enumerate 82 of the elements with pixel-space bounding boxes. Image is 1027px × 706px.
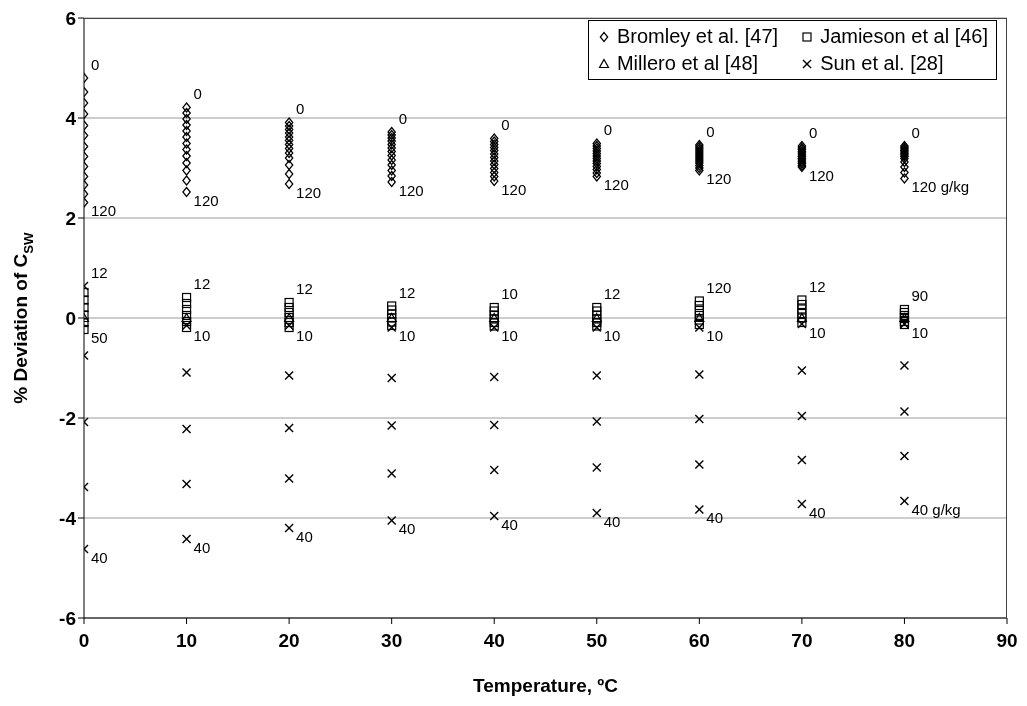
x-tick-label: 40 [483,630,505,652]
annotation: 120 [603,176,629,194]
y-tick-label: 4 [65,107,77,129]
annotation: 12 [91,263,108,281]
annotation: 40 [603,512,621,530]
point [284,302,294,313]
point [694,300,704,311]
annotation: 120 [706,170,732,188]
point [592,317,602,328]
point [694,305,704,316]
annotation: 12 [398,283,416,301]
annotation: 120 [706,278,732,296]
annotation: 90 [911,287,929,305]
point [797,304,807,314]
annotation: 12 [603,285,621,303]
point [797,299,807,310]
annotation: 40 g/kg [911,500,961,518]
point [284,297,294,308]
annotation: 120 [296,183,322,201]
annotation: 0 [603,121,613,139]
annotation: 10 [706,327,724,345]
x-axis-title: Temperature, ºC [473,675,619,696]
legend-label: Sun et al. [28] [820,52,944,75]
annotation: 40 [193,538,211,556]
annotation: 120 [193,191,219,209]
y-tick-label: 6 [65,7,76,29]
annotation: 10 [193,327,211,345]
annotation: 40 [296,527,313,545]
annotation: 120 [398,181,424,199]
x-tick-label: 70 [791,630,813,652]
annotation: 120 g/kg [911,178,969,196]
y-tick-label: 0 [65,307,76,329]
point [489,317,499,328]
legend-label: Millero et al [48] [616,52,759,75]
annotation: 10 [603,327,621,345]
annotation: 120 [91,202,117,220]
annotation: 0 [193,85,202,103]
x-tick-label: 30 [381,630,403,652]
x-tick-label: 10 [175,630,198,652]
legend-label: Bromley et al. [47] [616,25,779,48]
point [797,295,807,305]
y-tick-label: 2 [65,207,76,229]
annotation: 0 [501,116,510,134]
annotation: 10 [808,323,826,341]
point [181,298,192,309]
point [181,304,192,315]
annotation: 0 [398,109,408,127]
annotation: 120 [808,166,834,184]
x-tick-label: 90 [996,630,1018,652]
x-tick-label: 50 [586,630,608,652]
annotation: 10 [398,327,416,345]
annotation: 10 [501,327,518,345]
y-tick-label: -6 [59,607,76,629]
annotation: 40 [501,515,518,533]
legend-label: Jamieson et al [46] [820,25,988,48]
annotation: 10 [911,324,929,342]
annotation: 0 [808,123,818,141]
point [284,307,294,318]
point [181,292,192,303]
point [181,316,192,327]
annotation: 0 [911,123,920,141]
x-tick-label: 60 [688,630,710,652]
annotation: 40 [398,520,416,538]
annotation: 40 [91,548,108,566]
annotation: 0 [91,55,100,73]
x-tick-label: 20 [278,630,300,652]
x-tick-label: 80 [893,630,916,652]
y-tick-label: -2 [59,407,76,429]
annotation: 120 [501,180,527,198]
annotation: 0 [296,100,305,118]
y-tick-label: -4 [59,507,77,529]
annotation: 0 [706,122,715,140]
annotation: 40 [706,509,724,527]
annotation: 10 [296,327,313,345]
point [694,296,704,306]
point [797,308,807,319]
annotation: 12 [296,280,313,298]
annotation: 40 [808,503,826,521]
annotation: 50 [91,329,108,347]
annotation: 10 [501,285,518,303]
annotation: 12 [808,277,826,295]
annotation: 12 [193,275,211,293]
